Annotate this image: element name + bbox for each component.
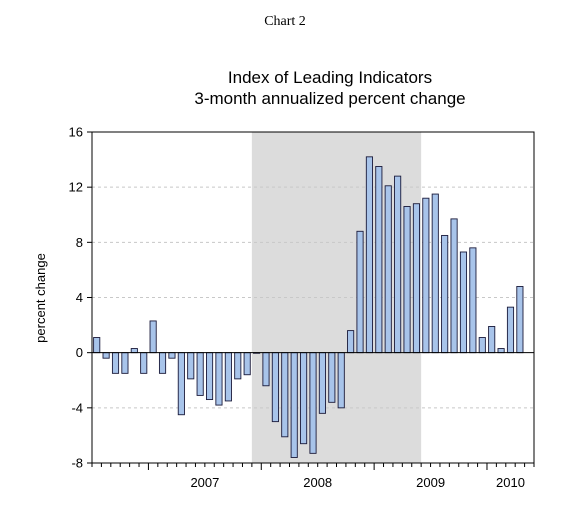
bar — [158, 352, 167, 374]
bar — [93, 337, 101, 354]
bar — [516, 286, 524, 354]
plot-area: -8 -4 0 4 8 12 16 2007 2008 2009 2010 — [69, 125, 535, 490]
bar — [149, 320, 157, 354]
bar — [130, 348, 138, 354]
bar — [121, 352, 129, 374]
chart-subtitle: 3-month annualized percent change — [194, 89, 465, 108]
bar — [450, 218, 458, 354]
bar — [177, 352, 185, 416]
bar — [215, 352, 223, 406]
bar — [441, 234, 449, 354]
bar — [403, 206, 411, 354]
y-axis-label: percent change — [33, 253, 48, 343]
y-tick-label: -8 — [71, 456, 83, 471]
bar — [497, 348, 505, 354]
bar — [412, 203, 420, 354]
y-tick-label: 8 — [76, 235, 83, 250]
y-tick-label: -4 — [71, 400, 83, 415]
x-year-label: 2009 — [416, 475, 445, 490]
bar — [281, 352, 289, 438]
bar — [102, 352, 110, 359]
bar — [271, 352, 279, 423]
x-year-label: 2007 — [190, 475, 219, 490]
bar — [140, 352, 148, 374]
bar — [365, 156, 373, 354]
x-year-label: 2010 — [496, 475, 525, 490]
bar — [234, 352, 242, 380]
bar — [356, 230, 364, 354]
bar — [478, 337, 486, 354]
bar — [318, 352, 326, 414]
bar — [375, 166, 383, 354]
bar — [196, 352, 204, 396]
y-tick-label: 4 — [76, 290, 83, 305]
bar — [290, 352, 298, 458]
bar — [488, 326, 496, 354]
y-tick-label: 12 — [69, 180, 83, 195]
bar — [459, 251, 468, 354]
bar — [168, 352, 176, 359]
bar — [262, 352, 270, 387]
bar — [431, 193, 439, 354]
bar — [300, 352, 308, 445]
bar — [337, 352, 345, 409]
chart-title: Index of Leading Indicators — [228, 68, 432, 87]
bar — [111, 352, 120, 374]
x-year-label: 2008 — [303, 475, 332, 490]
bar — [309, 352, 317, 454]
bar — [187, 352, 195, 380]
bar — [384, 185, 392, 354]
bar — [205, 352, 214, 401]
bar — [422, 197, 430, 354]
page-label: Chart 2 — [264, 14, 306, 29]
bar — [506, 306, 515, 354]
bar — [328, 352, 336, 403]
y-tick-label: 0 — [76, 345, 83, 360]
y-tick-label: 16 — [69, 125, 83, 140]
bar — [394, 175, 402, 354]
bar — [469, 247, 477, 354]
bar — [347, 330, 355, 354]
bar — [224, 352, 232, 402]
bar — [243, 352, 251, 376]
